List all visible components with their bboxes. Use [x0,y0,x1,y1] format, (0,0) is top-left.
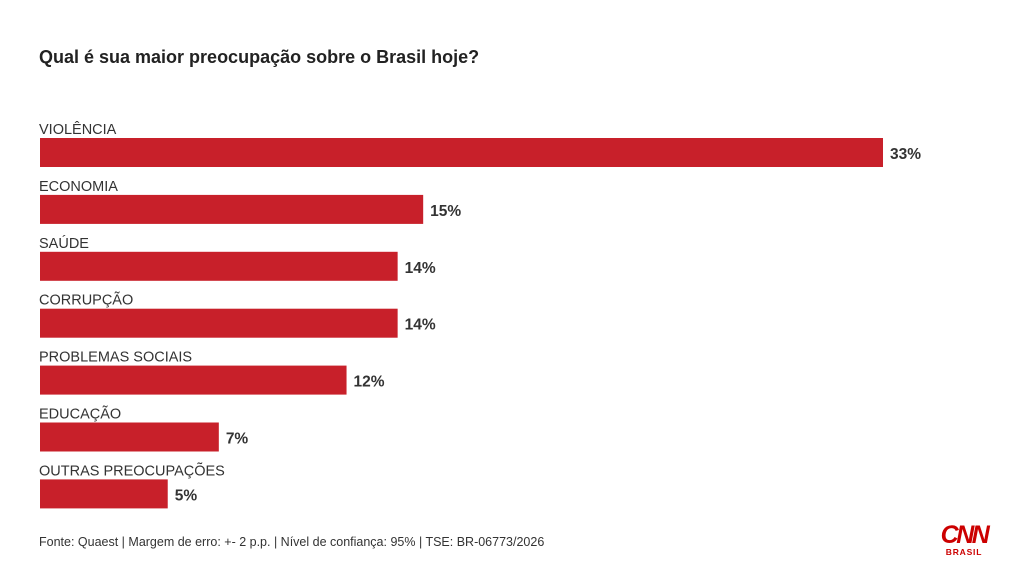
value-label: 5% [175,487,198,504]
category-label: EDUCAÇÃO [39,406,121,423]
source-footnote: Fonte: Quaest | Margem de erro: +- 2 p.p… [39,535,545,549]
bar [40,138,883,167]
bar [40,422,219,452]
bar [40,194,424,224]
category-label: SAÚDE [39,235,89,252]
value-label: 7% [226,431,249,448]
logo-wordmark: CNN [940,521,990,549]
bar [40,479,168,509]
bar [40,251,398,281]
value-label: 15% [430,203,461,220]
bar-chart: VIOLÊNCIA 33% ECONOMIA 15% SAÚDE 14% CORRUPÇÃO… [39,121,921,509]
category-label: PROBLEMAS SOCIAIS [39,350,192,366]
value-label: 14% [405,260,436,277]
value-label: 33% [890,146,921,163]
logo-subtitle: BRASIL [945,547,983,557]
bar [40,308,398,338]
cnn-brasil-logo: CNN BRASIL [938,523,990,559]
value-label: 12% [354,374,385,391]
value-label: 14% [405,317,436,334]
category-label: OUTRAS PREOCUPAÇÕES [39,462,225,479]
category-label: ECONOMIA [39,179,118,195]
category-label: VIOLÊNCIA [39,121,117,138]
category-label: CORRUPÇÃO [39,292,133,309]
chart-title: Qual é sua maior preocupação sobre o Bra… [39,47,480,67]
bar [40,365,347,395]
